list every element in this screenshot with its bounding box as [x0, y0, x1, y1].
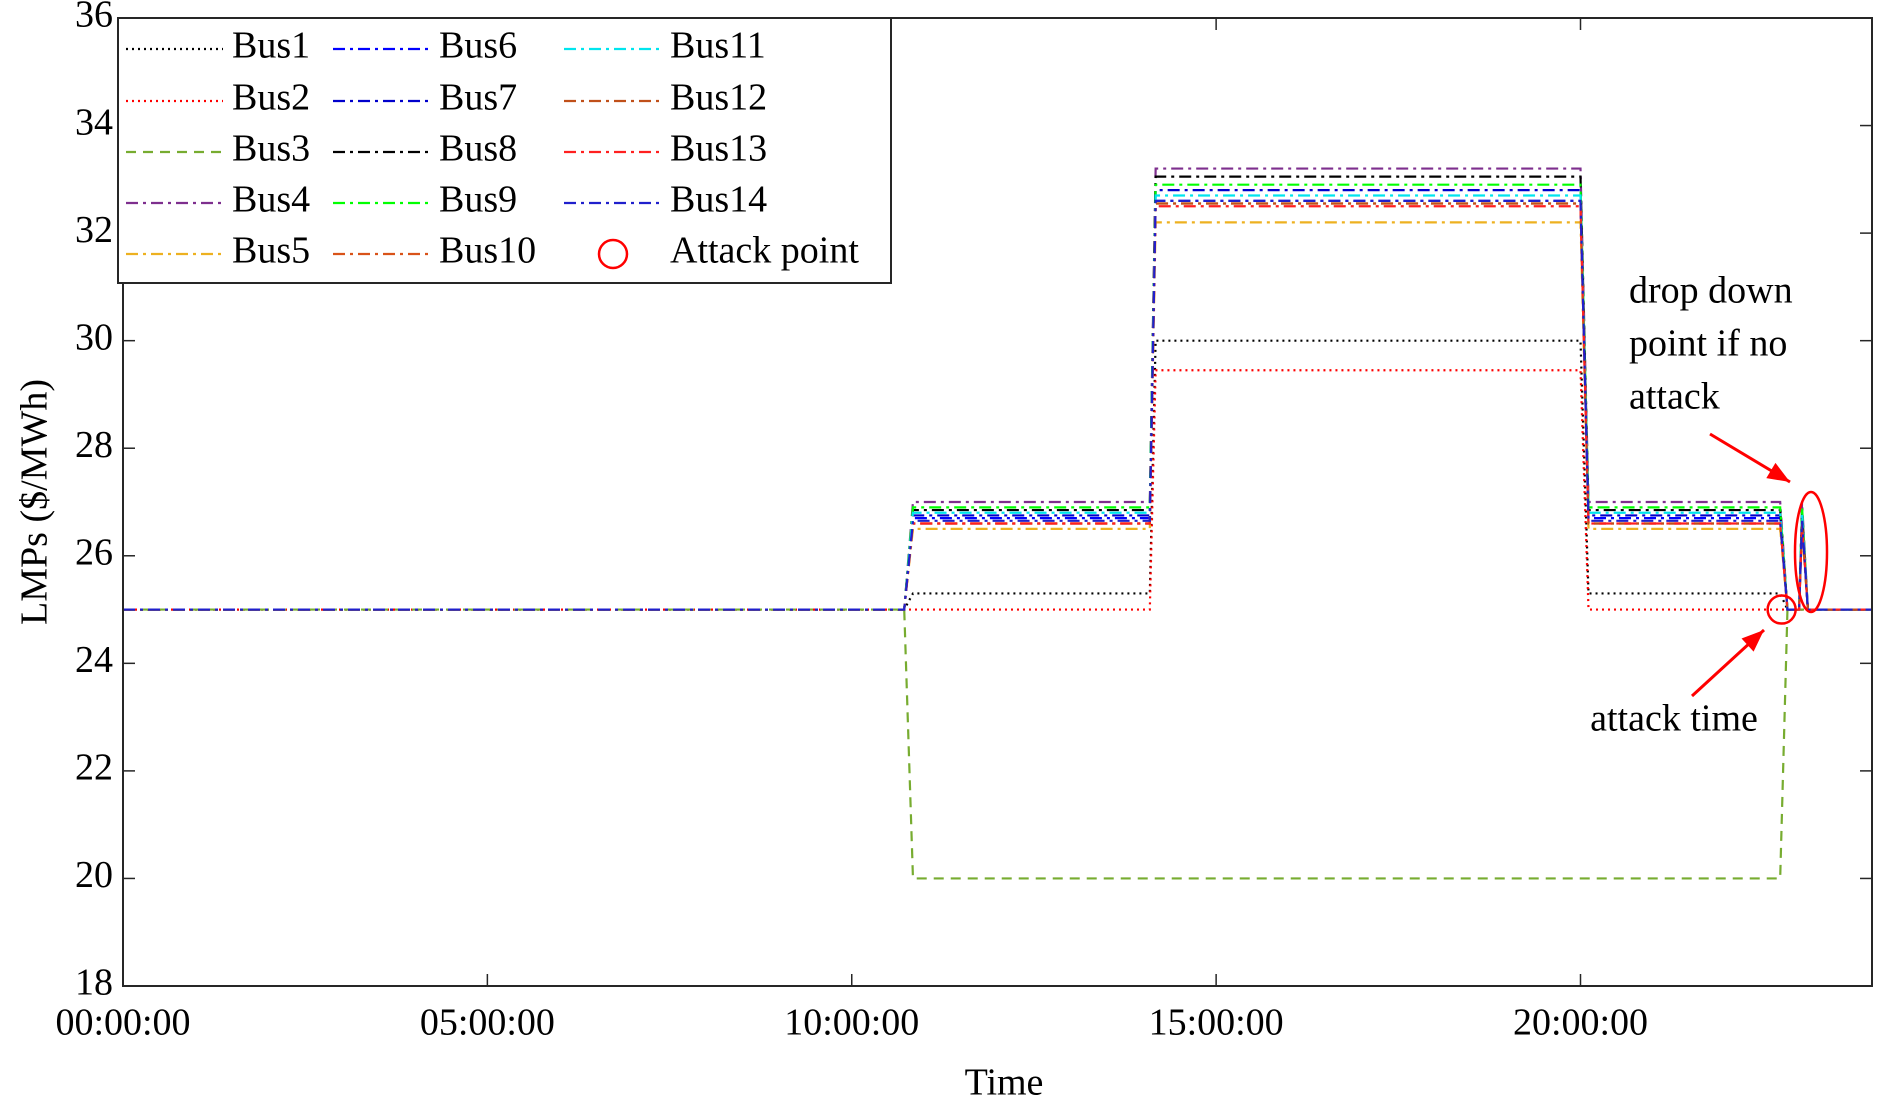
annotation-text: attack time	[1590, 698, 1758, 740]
legend-label: Bus1	[232, 25, 310, 67]
arrow-head	[1766, 462, 1790, 482]
y-tick-label: 30	[75, 316, 113, 358]
attack-point	[1766, 594, 1797, 625]
x-tick-label: 15:00:00	[1149, 1002, 1284, 1044]
series-line	[123, 369, 1872, 611]
annotation-text: point if no	[1629, 323, 1787, 365]
y-tick-label: 34	[75, 101, 113, 143]
y-tick-label: 26	[75, 531, 113, 573]
series-line	[123, 608, 1872, 880]
y-tick-label: 36	[75, 0, 113, 36]
legend-label: Bus13	[670, 128, 767, 170]
axes-box	[122, 17, 1873, 987]
x-axis-label: Time	[965, 1062, 1044, 1104]
legend-label: Bus4	[232, 179, 310, 221]
legend-label: Bus10	[439, 230, 536, 272]
annotation-text: drop down	[1629, 270, 1793, 312]
series-line	[123, 183, 1872, 611]
x-tick-label: 20:00:00	[1513, 1002, 1648, 1044]
legend-label: Bus7	[439, 77, 517, 119]
arrow-head	[1741, 630, 1764, 652]
legend-label: Bus14	[670, 179, 767, 221]
y-tick-label: 20	[75, 854, 113, 896]
legend-label: Bus3	[232, 128, 310, 170]
y-axis-label: LMPs ($/MWh)	[14, 379, 56, 625]
plot-area	[123, 167, 1872, 880]
x-tick-label: 00:00:00	[55, 1002, 190, 1044]
legend: Bus1 Bus2 Bus3 Bus4 Bus5 Bus6 Bus7 Bus8 Bus9 Bus1…	[117, 17, 892, 284]
annotation-text: attack	[1629, 376, 1720, 418]
x-tick-label: 05:00:00	[420, 1002, 555, 1044]
legend-label: Bus6	[439, 25, 517, 67]
legend-label: Bus5	[232, 230, 310, 272]
y-tick-label: 22	[75, 747, 113, 789]
series-line	[123, 194, 1872, 611]
series-line	[123, 199, 1872, 611]
legend-marker	[597, 238, 629, 270]
legend-box	[117, 17, 892, 284]
legend-label: Attack point	[670, 230, 859, 272]
legend-label: Bus12	[670, 77, 767, 119]
legend-label: Bus11	[670, 25, 766, 67]
y-tick-label: 28	[75, 424, 113, 466]
legend-label: Bus9	[439, 179, 517, 221]
y-tick-label: 18	[75, 962, 113, 1004]
legend-label: Bus8	[439, 128, 517, 170]
y-tick-label: 32	[75, 209, 113, 251]
x-tick-label: 10:00:00	[784, 1002, 919, 1044]
y-tick-label: 24	[75, 639, 113, 681]
annotation-ellipse	[1793, 490, 1829, 614]
legend-label: Bus2	[232, 77, 310, 119]
series-line	[123, 339, 1872, 611]
